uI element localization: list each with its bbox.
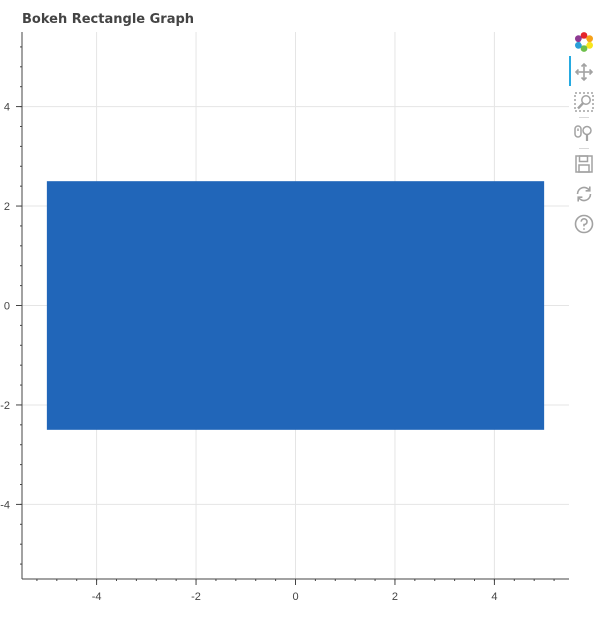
toolbar-separator	[579, 148, 589, 149]
reset-icon[interactable]	[573, 183, 595, 205]
y-tick-label: -2	[0, 400, 10, 412]
x-tick-label: 0	[292, 591, 298, 603]
wheel-zoom-icon[interactable]	[573, 122, 595, 144]
x-tick-label: 2	[392, 591, 398, 603]
active-tool-indicator	[569, 56, 571, 86]
axis-layer: -4 -2 0 2 4 -4 -2 0 2 4	[0, 32, 569, 603]
x-tick-label: -4	[92, 591, 102, 603]
bokeh-logo-icon[interactable]	[573, 31, 595, 53]
toolbar-separator	[579, 117, 589, 118]
x-tick-label: 4	[491, 591, 497, 603]
toolbar	[569, 28, 599, 243]
y-tick-label: 4	[4, 102, 10, 114]
rect-layer	[46, 181, 545, 430]
chart-title: Bokeh Rectangle Graph	[22, 12, 195, 27]
box-zoom-icon[interactable]	[573, 91, 595, 113]
y-tick-label: 2	[4, 201, 10, 213]
x-tick-label: -2	[191, 591, 201, 603]
y-tick-label: -4	[0, 499, 10, 511]
y-tick-label: 0	[4, 301, 10, 313]
help-icon[interactable]	[573, 213, 595, 235]
pan-icon[interactable]	[573, 61, 595, 83]
data-rectangle	[46, 181, 545, 430]
save-icon[interactable]	[573, 153, 595, 175]
